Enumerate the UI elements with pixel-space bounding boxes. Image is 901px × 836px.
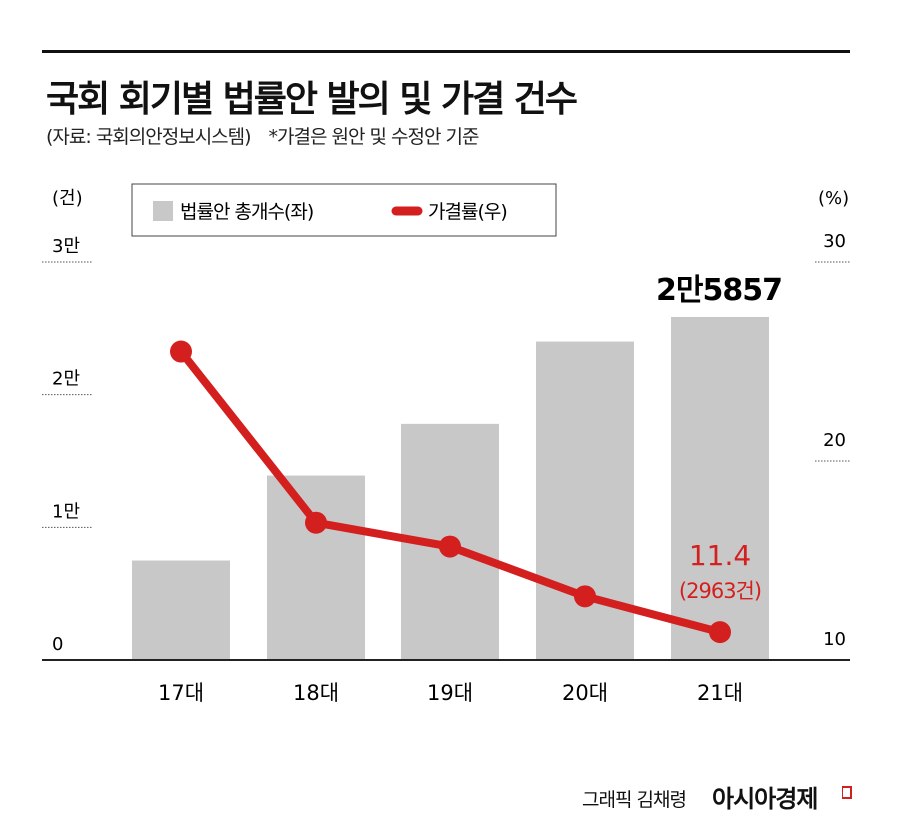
- source-text: (자료: 국회의안정보시스템): [46, 126, 252, 148]
- bar-20대: [536, 341, 634, 660]
- pass-rate-point-21대: [709, 621, 731, 644]
- brand-logo: 아시아경제: [712, 785, 818, 813]
- legend-bar-swatch: [153, 201, 173, 221]
- right-tick-label: 10: [823, 629, 846, 650]
- pass-rate-point-20대: [574, 585, 596, 608]
- x-tick-label: 18대: [293, 681, 339, 705]
- brand-mark-icon: [842, 786, 852, 799]
- top-rule: [42, 50, 850, 53]
- left-tick-label: 3만: [52, 236, 80, 257]
- legend: 법률안 총개수(좌) 가결률(우): [131, 183, 557, 237]
- right-tick-label: 30: [823, 231, 846, 252]
- note-text: *가결은 원안 및 수정안 기준: [268, 126, 480, 148]
- bar-17대: [132, 560, 230, 660]
- x-tick-label: 17대: [158, 681, 204, 705]
- chart-subtitle: (자료: 국회의안정보시스템) *가결은 원안 및 수정안 기준: [46, 122, 479, 149]
- left-tick-label: 2만: [52, 369, 80, 390]
- left-tick-label: 0: [52, 634, 63, 655]
- pass-rate-point-18대: [305, 511, 327, 534]
- x-tick-label: 19대: [427, 681, 473, 705]
- pass-rate-point-17대: [170, 340, 192, 363]
- pass-rate-point-19대: [439, 535, 461, 558]
- chart-title: 국회 회기별 법률안 발의 및 가결 건수: [46, 79, 578, 120]
- bar-18대: [267, 475, 365, 660]
- legend-box: [131, 183, 557, 237]
- left-tick-label: 1만: [52, 501, 80, 522]
- graphic-credit: 그래픽 김채령: [582, 789, 687, 811]
- line-last-annotation: 11.4: [689, 539, 751, 572]
- legend-bar-label: 법률안 총개수(좌): [180, 201, 313, 223]
- legend-line-label: 가결률(우): [428, 201, 507, 223]
- left-unit-label: (건): [52, 188, 83, 209]
- bar-21대: [671, 316, 769, 660]
- bar-last-annotation: 2만5857: [656, 273, 782, 308]
- right-unit-label: (%): [818, 188, 849, 209]
- x-tick-label: 20대: [562, 681, 608, 705]
- right-tick-label: 20: [823, 430, 846, 451]
- line-last-sub-annotation: (2963건): [679, 579, 761, 603]
- x-tick-label: 21대: [697, 681, 743, 705]
